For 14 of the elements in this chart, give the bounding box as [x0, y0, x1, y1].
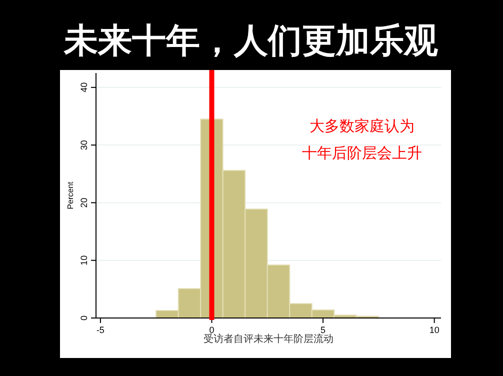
annotation: 十年后阶层会上升	[302, 145, 422, 162]
y-tick-label: 30	[79, 140, 89, 150]
y-tick-label: 20	[79, 198, 89, 208]
y-tick-label: 10	[79, 255, 89, 266]
y-axis-title: Percent	[66, 180, 75, 210]
y-tick-label: 40	[79, 82, 89, 92]
x-tick-label: 5	[320, 325, 326, 335]
x-tick-label: 10	[429, 325, 440, 335]
annotation: 大多数家庭认为	[310, 118, 414, 135]
y-tick-label: 0	[79, 315, 89, 321]
chart-title: 未来十年，人们更加乐观	[63, 22, 438, 60]
x-tick-label: 0	[209, 325, 214, 335]
x-axis-title: 受访者自评未来十年阶层流动	[204, 333, 334, 345]
x-tick-label: -5	[96, 325, 104, 335]
